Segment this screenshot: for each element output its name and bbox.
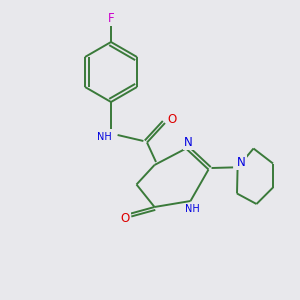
- Text: F: F: [108, 12, 114, 25]
- Text: NH: NH: [184, 204, 200, 214]
- Text: NH: NH: [97, 131, 112, 142]
- Text: N: N: [184, 136, 193, 149]
- Text: N: N: [237, 156, 246, 170]
- Text: O: O: [121, 212, 130, 225]
- Text: O: O: [167, 113, 176, 126]
